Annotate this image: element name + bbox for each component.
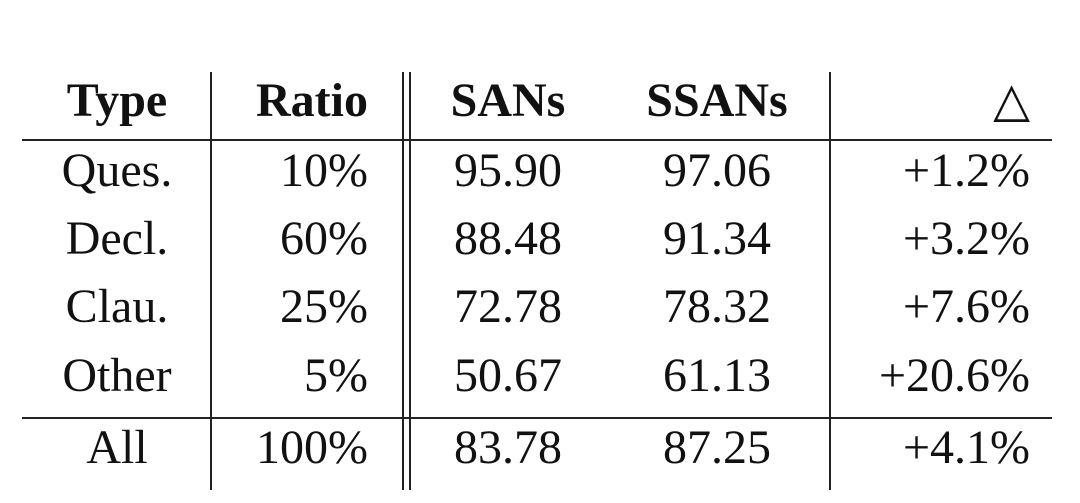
table-cell: 10% bbox=[280, 144, 368, 197]
table-cell: 5% bbox=[304, 349, 368, 402]
table-cell: Clau. bbox=[66, 280, 169, 333]
table-cell: Decl. bbox=[66, 212, 169, 265]
table-cell: +20.6% bbox=[879, 349, 1030, 402]
table-cell: 100% bbox=[256, 421, 368, 474]
header-cell: Type bbox=[67, 74, 167, 127]
table-cell: +7.6% bbox=[903, 280, 1030, 333]
table-cell: 72.78 bbox=[454, 280, 562, 333]
table-cell: 78.32 bbox=[663, 280, 771, 333]
header-cell: SANs bbox=[451, 74, 566, 127]
table-cell: 83.78 bbox=[454, 421, 562, 474]
table-cell: 97.06 bbox=[663, 144, 771, 197]
table-cell: Other bbox=[62, 349, 171, 402]
table-cell: 61.13 bbox=[663, 349, 771, 402]
table-cell: 60% bbox=[280, 212, 368, 265]
table-cell: 91.34 bbox=[663, 212, 771, 265]
table-cell: Ques. bbox=[62, 144, 173, 197]
table-cell: +3.2% bbox=[903, 212, 1030, 265]
table-cell: All bbox=[86, 421, 147, 474]
header-cell: △ bbox=[993, 74, 1030, 127]
table-cell: 87.25 bbox=[663, 421, 771, 474]
table-cell: +4.1% bbox=[903, 421, 1030, 474]
table-cell: 88.48 bbox=[454, 212, 562, 265]
table-cell: 50.67 bbox=[454, 349, 562, 402]
header-cell: SSANs bbox=[646, 74, 787, 127]
table-cell: 95.90 bbox=[454, 144, 562, 197]
table-cell: +1.2% bbox=[903, 144, 1030, 197]
table-cell: 25% bbox=[280, 280, 368, 333]
header-cell: Ratio bbox=[256, 74, 368, 127]
